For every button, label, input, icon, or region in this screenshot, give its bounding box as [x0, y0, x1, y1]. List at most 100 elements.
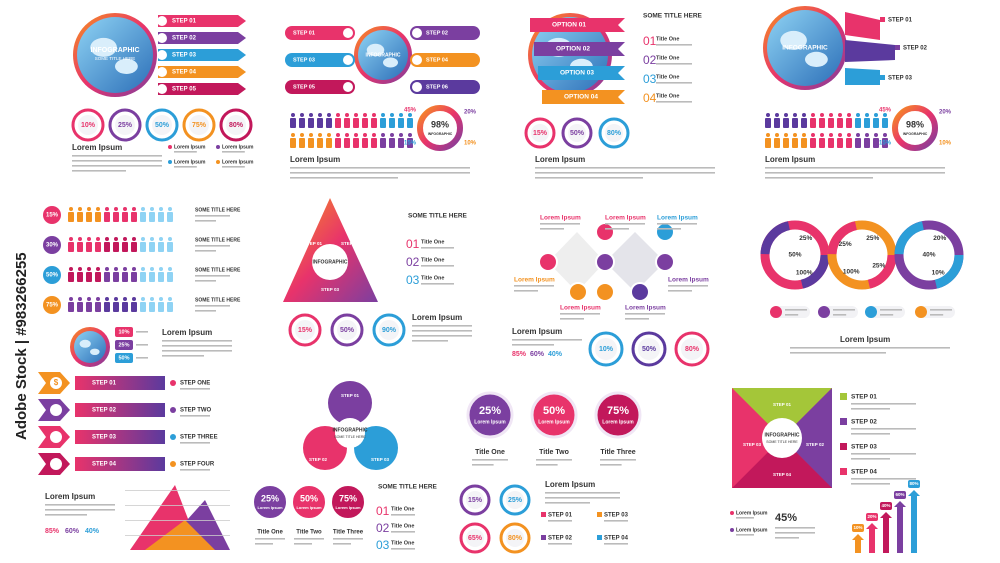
person-head: [865, 133, 869, 137]
label: OPTION 04: [564, 94, 598, 101]
label: 25%: [118, 122, 133, 129]
label: 50%: [543, 405, 565, 417]
label: 15%: [879, 141, 892, 147]
person-body: [122, 212, 128, 222]
continent: [383, 57, 398, 68]
step-icon: [343, 55, 353, 65]
text-placeholder: [45, 514, 87, 516]
node-icon: [538, 252, 558, 272]
percent-core: [595, 338, 617, 360]
person-head: [883, 113, 887, 117]
person-head: [141, 237, 145, 241]
label: STEP 02: [426, 30, 448, 36]
text-placeholder: [785, 309, 807, 311]
person-body: [68, 242, 74, 252]
person-body: [846, 118, 852, 128]
percent-core: [466, 491, 484, 509]
title: INFOGRAPHIC: [91, 47, 140, 54]
badge: [115, 327, 133, 337]
text-placeholder: [657, 223, 697, 225]
label: 25%: [479, 405, 501, 417]
segment: [845, 68, 880, 85]
label: STEP 04: [172, 70, 197, 76]
step-marker: [840, 418, 847, 425]
person-head: [766, 113, 770, 117]
label: STEP FOUR: [180, 462, 215, 468]
option-ribbon: [530, 18, 625, 32]
ring-caption: Lorem Ipsum: [257, 505, 283, 510]
person-head: [291, 113, 295, 117]
label: STEP 04: [851, 469, 877, 476]
person-head: [327, 113, 331, 117]
label: 25%: [261, 493, 279, 503]
guide-line: [125, 535, 230, 536]
label: 25%: [872, 263, 885, 270]
label: STEP 01: [304, 241, 322, 246]
person-head: [159, 207, 163, 211]
heading: Lorem Ipsum: [162, 328, 212, 337]
person-head: [883, 133, 887, 137]
person-head: [150, 267, 154, 271]
growth-bar: [883, 518, 889, 553]
person-body: [407, 138, 413, 148]
person-body: [122, 272, 128, 282]
percent-core: [605, 124, 623, 142]
text-placeholder: [765, 177, 873, 179]
percent-disc: [594, 391, 642, 439]
person-body: [783, 138, 789, 148]
person-head: [87, 207, 91, 211]
person-head: [829, 133, 833, 137]
person-head: [141, 297, 145, 301]
person-head: [168, 237, 172, 241]
percent-core: [466, 529, 484, 547]
text-placeholder: [605, 228, 629, 230]
label: STEP 01: [92, 381, 117, 387]
person-head: [300, 133, 304, 137]
ring-caption: Lorem Ipsum: [538, 419, 570, 425]
label: 60%: [530, 351, 545, 358]
label: STEP 05: [172, 87, 197, 93]
text-placeholder: [174, 166, 197, 168]
person-body: [765, 118, 771, 128]
text-placeholder: [880, 309, 902, 311]
percent-core: [506, 529, 524, 547]
badge: [115, 353, 133, 363]
person-head: [390, 113, 394, 117]
person-head: [96, 237, 100, 241]
person-head: [399, 113, 403, 117]
person-head: [847, 113, 851, 117]
person-body: [68, 212, 74, 222]
person-body: [95, 212, 101, 222]
ring-caption: Lorem Ipsum: [296, 505, 322, 510]
text-placeholder: [162, 350, 232, 352]
person-body: [873, 138, 879, 148]
person-body: [317, 118, 323, 128]
text-placeholder: [180, 388, 210, 390]
label: STEP 04: [92, 462, 117, 468]
person-head: [159, 297, 163, 301]
label: 80%: [508, 535, 523, 542]
label: Title Three: [600, 449, 635, 456]
person-head: [168, 267, 172, 271]
text-placeholder: [625, 318, 649, 320]
label: Title One: [391, 506, 414, 512]
percent-badge: [43, 206, 61, 224]
person-body: [95, 272, 101, 282]
person-head: [775, 133, 779, 137]
person-head: [811, 133, 815, 137]
person-head: [372, 133, 376, 137]
person-head: [829, 113, 833, 117]
label: Lorem Ipsum: [540, 215, 581, 222]
node-icon: [568, 282, 588, 302]
text-placeholder: [391, 531, 415, 533]
text-placeholder: [195, 305, 230, 307]
continent: [115, 58, 138, 74]
person-head: [336, 113, 340, 117]
label: 60%: [65, 528, 80, 535]
label: 50%: [46, 273, 59, 279]
label: 20%: [867, 514, 876, 519]
person-head: [150, 207, 154, 211]
heading: Lorem Ipsum: [512, 327, 562, 336]
text-placeholder: [535, 172, 715, 174]
text-placeholder: [656, 63, 692, 65]
